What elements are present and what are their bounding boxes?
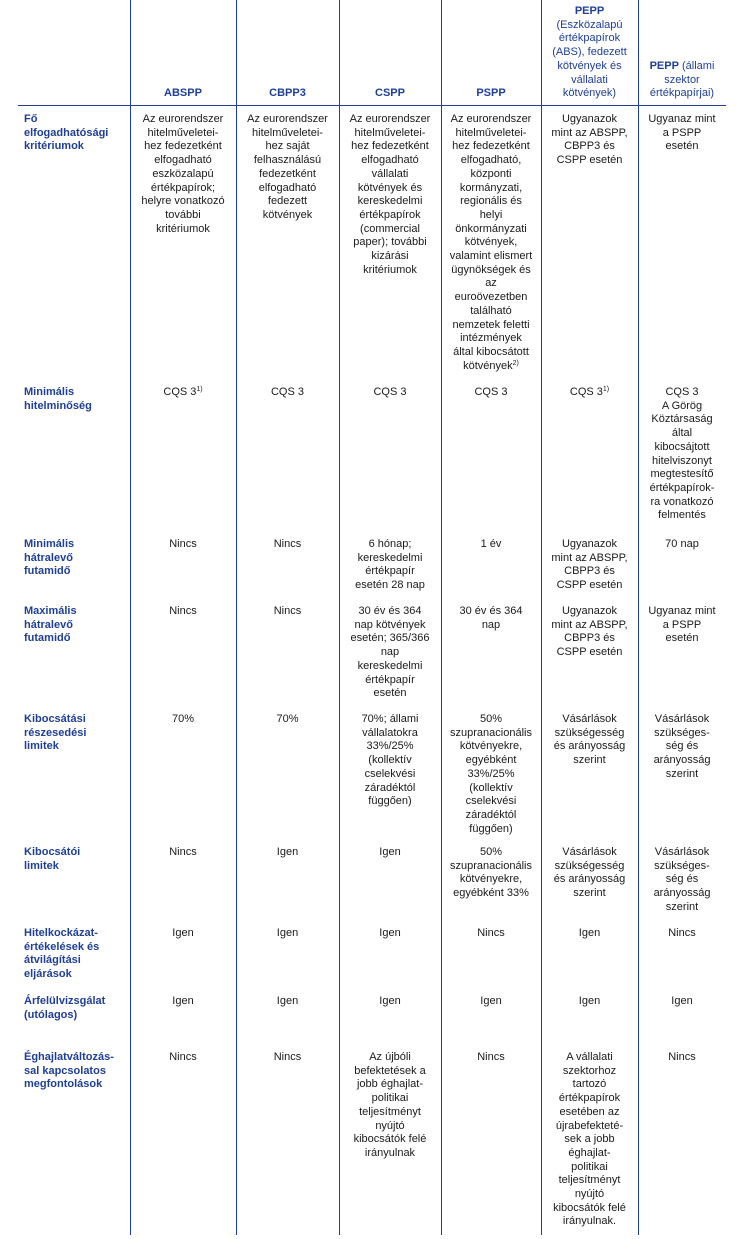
table-cell: Nincs — [273, 538, 302, 550]
column-header-text: CSPP — [342, 87, 438, 101]
table-cell: Nincs — [169, 605, 197, 617]
table-cell: 70% — [276, 713, 299, 725]
table-cell: A vállalati szektorhoz tartozó értékpapí… — [553, 1051, 626, 1228]
table-cell: Ugyanaz mint a PSPP esetén — [648, 605, 716, 645]
table-cell: Ugyanaz mint a PSPP esetén — [648, 113, 716, 153]
row-label: Kibocsátási részesedési limitek — [24, 713, 87, 753]
table-cell: Nincs — [668, 927, 696, 939]
table-cell: Igen — [276, 846, 299, 858]
table-cell: Igen — [379, 846, 401, 858]
table-cell: CQS 3 — [270, 386, 304, 398]
column-header-text: CBPP3 — [239, 87, 336, 101]
table-cell: Igen — [379, 927, 401, 939]
table-cell: Igen — [578, 927, 601, 939]
table-cell: Ugyanazok mint az ABSPP, CBPP3 és CSPP e… — [551, 538, 628, 592]
column-rule — [441, 0, 442, 1235]
row-label: Minimális hátralevő futamidő — [24, 538, 75, 578]
table-cell: 30 év és 364 nap kötvények esetén; 365/3… — [350, 605, 430, 700]
column-header-name: PSPP — [476, 87, 506, 100]
column-header-text: PEPP (Eszközalapú értékpapírok (ABS), fed… — [544, 5, 635, 101]
row-label: Maximális hátralevő futamidő — [24, 605, 77, 645]
table-cell: 30 év és 364 nap — [459, 605, 523, 631]
column-header-name: CBPP3 — [269, 87, 306, 100]
table-cell: 70%; állami vállalatokra 33%/25% (kollek… — [361, 713, 419, 808]
table-cell: Vásárlások szükséges- ség és arányosság … — [653, 846, 711, 913]
column-header-name: ABSPP — [164, 87, 202, 100]
column-header: ABSPP — [130, 0, 236, 105]
table-cell: Vásárlások szükségesség és arányosság sz… — [553, 846, 626, 900]
column-header: CBPP3 — [236, 0, 339, 105]
table-cell: 1 év — [480, 538, 502, 550]
table-cell: Nincs — [169, 1051, 197, 1063]
column-header-name: PEPP — [574, 5, 605, 18]
table-cell: Igen — [379, 995, 401, 1007]
column-rule — [130, 0, 131, 1235]
row-label: Fő elfogadhatósági kritériumok — [24, 113, 109, 153]
column-header-note: (Eszközalapú értékpapírok (ABS), fedezet… — [552, 18, 627, 100]
table-cell: Vásárlások szükségesség és arányosság sz… — [553, 713, 626, 767]
table-cell: Igen — [276, 927, 299, 939]
table-cell: Vásárlások szükséges- ség és arányosság … — [653, 713, 711, 780]
table-cell: Az eurorendszer hitelműveletei- hez fede… — [349, 113, 431, 276]
table-cell: Az újbóli befektetések a jobb éghajlat- … — [353, 1051, 427, 1159]
cell-text: Az eurorendszer hitelműveletei- hez fede… — [449, 113, 533, 372]
column-header-name: CSPP — [375, 87, 405, 100]
header-rule — [18, 105, 726, 106]
table-cell: Igen — [671, 995, 693, 1007]
table-cell: 70% — [171, 713, 195, 725]
table-cell: Az eurorendszer hitelműveletei- hez fede… — [141, 113, 225, 235]
table-cell: Az eurorendszer hitelműveletei- hez sajá… — [247, 113, 328, 221]
row-label: Hitelkockázat- értékelések és átvilágítá… — [24, 927, 100, 981]
table-cell: Nincs — [169, 538, 197, 550]
footnote-mark: 1) — [196, 386, 203, 393]
row-label: Minimális hitelminőség — [24, 386, 92, 412]
table-cell: Igen — [172, 995, 194, 1007]
table-cell: Igen — [578, 995, 601, 1007]
table-cell: Igen — [172, 927, 194, 939]
table-cell: Nincs — [273, 605, 302, 617]
column-header-name: PEPP — [649, 59, 679, 72]
column-rule — [638, 0, 639, 1235]
table-cell: CQS 31) — [541, 386, 638, 530]
table-cell: 50% szupranacionális kötvényekre, egyébk… — [450, 713, 532, 835]
row-label: Éghajlatváltozás- sal kapcsolatos megfon… — [24, 1051, 114, 1091]
table-cell: Igen — [480, 995, 502, 1007]
table-cell: CQS 31) — [130, 386, 236, 530]
table-cell: Nincs — [169, 846, 197, 858]
table-cell: 70 nap — [665, 538, 699, 550]
table-cell: Az eurorendszer hitelműveletei- hez fede… — [441, 113, 541, 378]
column-header: PEPP (Eszközalapú értékpapírok (ABS), fed… — [541, 0, 638, 105]
table-cell: 50% szupranacionális kötvényekre, egyébk… — [450, 846, 532, 900]
cell-text: CQS 3 — [569, 386, 603, 398]
column-header-text: PEPP (állami szektor értékpapírjai) — [641, 60, 723, 101]
column-rule — [541, 0, 542, 1235]
column-header-text: ABSPP — [133, 87, 233, 101]
column-header-note: (állami szektor értékpapírjai) — [649, 59, 715, 100]
table-cell: Igen — [276, 995, 299, 1007]
column-header-text: PSPP — [444, 87, 538, 101]
footnote-mark: 1) — [602, 386, 610, 393]
cell-text: CQS 3 — [163, 386, 197, 398]
table-cell: Ugyanazok mint az ABSPP, CBPP3 és CSPP e… — [551, 113, 628, 167]
table-cell: CQS 3 A Görög Köztársaság által kibocsáj… — [649, 386, 715, 522]
column-header: PSPP — [441, 0, 541, 105]
table-cell: Ugyanazok mint az ABSPP, CBPP3 és CSPP e… — [551, 605, 628, 659]
column-header: CSPP — [339, 0, 441, 105]
table-cell: Nincs — [477, 927, 505, 939]
column-rule — [236, 0, 237, 1235]
footnote-mark: 2) — [512, 359, 519, 367]
row-label: Árfelülvizsgálat (utólagos) — [24, 995, 106, 1021]
table-cell: Nincs — [273, 1051, 302, 1063]
column-rule — [339, 0, 340, 1235]
table-cell: Nincs — [668, 1051, 696, 1063]
table-cell: 6 hónap; kereskedelmi értékpapír esetén … — [355, 538, 425, 592]
column-header: PEPP (állami szektor értékpapírjai) — [638, 0, 726, 105]
table-cell: Nincs — [477, 1051, 505, 1063]
table-cell: CQS 3 — [474, 386, 508, 398]
table-cell: CQS 3 — [373, 386, 407, 398]
row-label: Kibocsátói limitek — [24, 846, 81, 872]
